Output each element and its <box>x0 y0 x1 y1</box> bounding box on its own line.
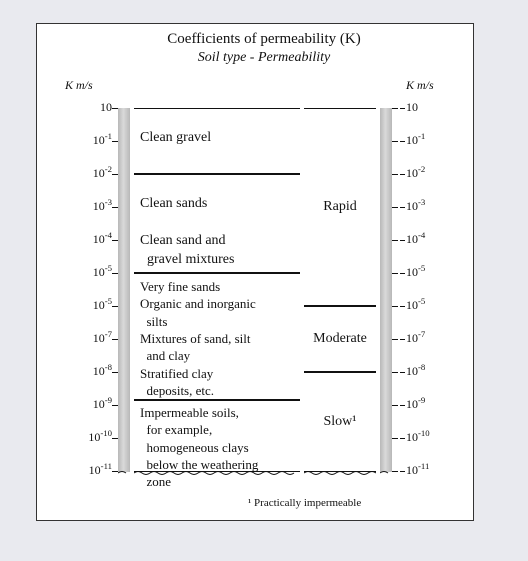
soil-type-line: Clean gravel <box>140 129 300 148</box>
tick-dash <box>400 207 405 208</box>
tick-right: 10-8 <box>406 364 425 379</box>
tick-right: 10-2 <box>406 166 425 181</box>
tick-dash <box>400 306 405 307</box>
tick-right: 10-1 <box>406 133 425 148</box>
tick-left: 10-10 <box>68 430 112 445</box>
figure-subtitle: Soil type - Permeability <box>0 50 528 66</box>
tick-mark <box>392 306 398 307</box>
soil-type-line: gravel mixtures <box>140 251 300 270</box>
column-divider-right <box>380 108 392 472</box>
tick-mark <box>112 273 118 274</box>
tick-left: 10-7 <box>68 331 112 346</box>
tick-mark <box>392 240 398 241</box>
tick-mark <box>392 108 398 109</box>
tick-mark <box>112 405 118 406</box>
permeability-rate-block: Slow¹ <box>304 372 376 472</box>
soil-type-line: Mixtures of sand, silt <box>140 330 300 347</box>
tick-right: 10-3 <box>406 199 425 214</box>
soil-type-line: Clean sand and <box>140 232 300 251</box>
soil-type-line <box>140 214 300 233</box>
tick-mark <box>112 141 118 142</box>
tick-dash <box>400 339 405 340</box>
tick-mark <box>392 339 398 340</box>
soil-type-line: Organic and inorganic <box>140 295 300 312</box>
soil-type-block: Impermeable soils, for example, homogene… <box>134 400 300 472</box>
permeability-rate-label: Slow¹ <box>324 414 357 430</box>
axis-label-left: K m/s <box>65 78 93 93</box>
tick-right: 10-5 <box>406 298 425 313</box>
soil-type-line: and clay <box>140 347 300 364</box>
tick-mark <box>392 207 398 208</box>
soil-type-line: Impermeable soils, <box>140 404 300 421</box>
tick-mark <box>112 240 118 241</box>
torn-edge-icon <box>118 470 130 482</box>
tick-right: 10-7 <box>406 331 425 346</box>
tick-right: 10-5 <box>406 265 425 280</box>
tick-mark <box>112 438 118 439</box>
tick-mark <box>392 174 398 175</box>
soil-type-line: homogeneous clays <box>140 439 300 456</box>
tick-mark <box>392 141 398 142</box>
tick-left: 10-1 <box>68 133 112 148</box>
tick-left: 10-9 <box>68 397 112 412</box>
tick-left: 10-5 <box>68 265 112 280</box>
tick-left: 10-5 <box>68 298 112 313</box>
soil-type-line: for example, <box>140 421 300 438</box>
tick-dash <box>400 108 405 109</box>
tick-mark <box>112 339 118 340</box>
tick-mark <box>392 405 398 406</box>
tick-left: 10-3 <box>68 199 112 214</box>
tick-dash <box>400 273 405 274</box>
soil-type-line: Very fine sands <box>140 278 300 295</box>
tick-right: 10-4 <box>406 232 425 247</box>
permeability-rate-label: Rapid <box>323 199 356 215</box>
tick-mark <box>112 174 118 175</box>
tick-dash <box>400 471 405 472</box>
soil-type-line: Clean sands <box>140 195 300 214</box>
tick-right: 10 <box>406 100 418 115</box>
tick-mark <box>112 306 118 307</box>
tick-dash <box>400 405 405 406</box>
permeability-rate-label: Moderate <box>313 331 367 347</box>
soil-type-line: Stratified clay <box>140 365 300 382</box>
tick-right: 10-10 <box>406 430 430 445</box>
tick-dash <box>400 438 405 439</box>
tick-dash <box>400 240 405 241</box>
column-divider-left <box>118 108 130 472</box>
tick-left: 10-4 <box>68 232 112 247</box>
torn-edge-icon <box>304 470 376 482</box>
tick-mark <box>392 273 398 274</box>
tick-dash <box>400 372 405 373</box>
permeability-rate-block: Moderate <box>304 306 376 372</box>
soil-type-line: silts <box>140 313 300 330</box>
tick-mark <box>112 207 118 208</box>
tick-dash <box>400 141 405 142</box>
tick-left: 10 <box>68 100 112 115</box>
tick-right: 10-11 <box>406 463 429 478</box>
soil-type-block: Clean sands Clean sand and gravel mixtur… <box>134 174 300 273</box>
torn-edge-icon <box>134 470 300 482</box>
soil-type-line: deposits, etc. <box>140 382 300 399</box>
tick-left: 10-2 <box>68 166 112 181</box>
soil-type-block: Very fine sandsOrganic and inorganic sil… <box>134 273 300 400</box>
permeability-rate-block: Rapid <box>304 108 376 306</box>
tick-mark <box>392 372 398 373</box>
figure-title: Coefficients of permeability (K) <box>0 31 528 48</box>
tick-mark <box>112 108 118 109</box>
tick-mark <box>392 438 398 439</box>
footnote: ¹ Practically impermeable <box>248 497 361 509</box>
tick-left: 10-11 <box>68 463 112 478</box>
tick-left: 10-8 <box>68 364 112 379</box>
torn-edge-icon <box>380 470 392 482</box>
tick-mark <box>392 471 398 472</box>
axis-label-right: K m/s <box>406 78 434 93</box>
tick-right: 10-9 <box>406 397 425 412</box>
tick-mark <box>112 372 118 373</box>
tick-dash <box>400 174 405 175</box>
soil-type-block: Clean gravel <box>134 108 300 174</box>
